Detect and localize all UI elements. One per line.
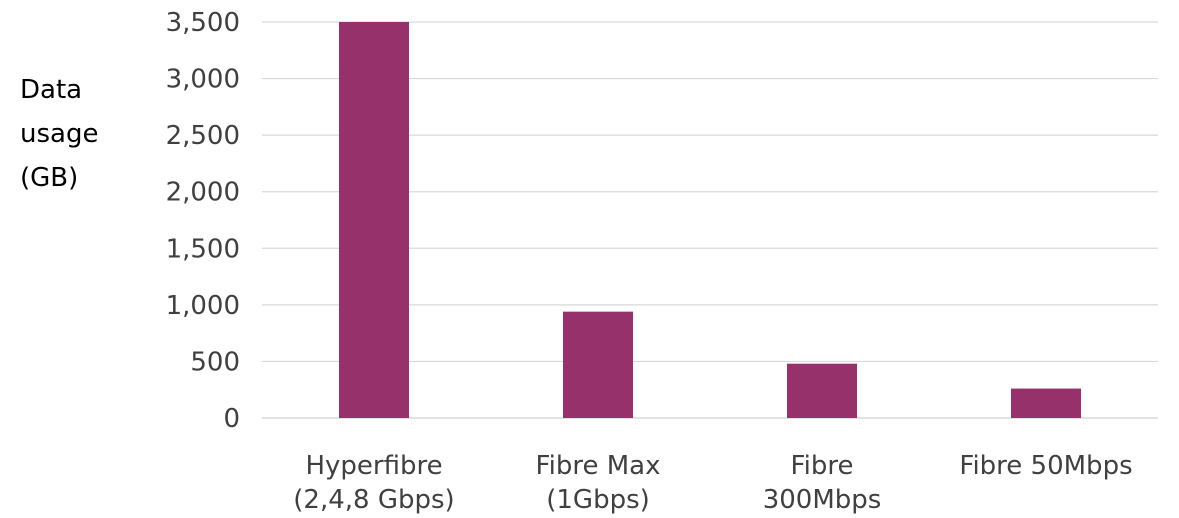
y-tick-label: 0 bbox=[223, 404, 240, 434]
x-category-label: Hyperfibre bbox=[305, 451, 442, 481]
x-category-label: (1Gbps) bbox=[546, 485, 650, 515]
x-category-label: Fibre Max bbox=[536, 451, 661, 481]
y-tick-label: 2,000 bbox=[166, 178, 240, 208]
y-tick-label: 1,500 bbox=[166, 234, 240, 264]
y-tick-label: 1,000 bbox=[166, 291, 240, 321]
y-tick-label: 500 bbox=[190, 347, 240, 377]
x-category-label: (2,4,8 Gbps) bbox=[293, 485, 454, 515]
x-category-label: Fibre 50Mbps bbox=[959, 451, 1132, 481]
bar bbox=[1011, 388, 1081, 418]
y-axis-title-line: (GB) bbox=[20, 163, 78, 193]
bar bbox=[563, 311, 633, 418]
y-tick-label: 2,500 bbox=[166, 121, 240, 151]
grid-layer bbox=[262, 21, 1158, 419]
x-category-label: 300Mbps bbox=[763, 485, 882, 515]
bar bbox=[787, 363, 857, 418]
x-category-label: Fibre bbox=[791, 451, 854, 481]
x-axis-categories: Hyperfibre (2,4,8 Gbps) Fibre Max (1Gbps) Fi… bbox=[293, 451, 1132, 515]
y-axis-title-line: Data bbox=[20, 75, 82, 105]
y-axis-ticks: 0 500 1,000 1,500 2,000 2,500 3,000 3,500 bbox=[166, 8, 240, 434]
bar-layer bbox=[339, 22, 1081, 418]
y-tick-label: 3,500 bbox=[166, 8, 240, 38]
bar bbox=[339, 22, 409, 418]
y-axis-title-line: usage bbox=[20, 119, 98, 149]
y-tick-label: 3,000 bbox=[166, 65, 240, 95]
y-axis-title: Data usage (GB) bbox=[20, 75, 98, 193]
